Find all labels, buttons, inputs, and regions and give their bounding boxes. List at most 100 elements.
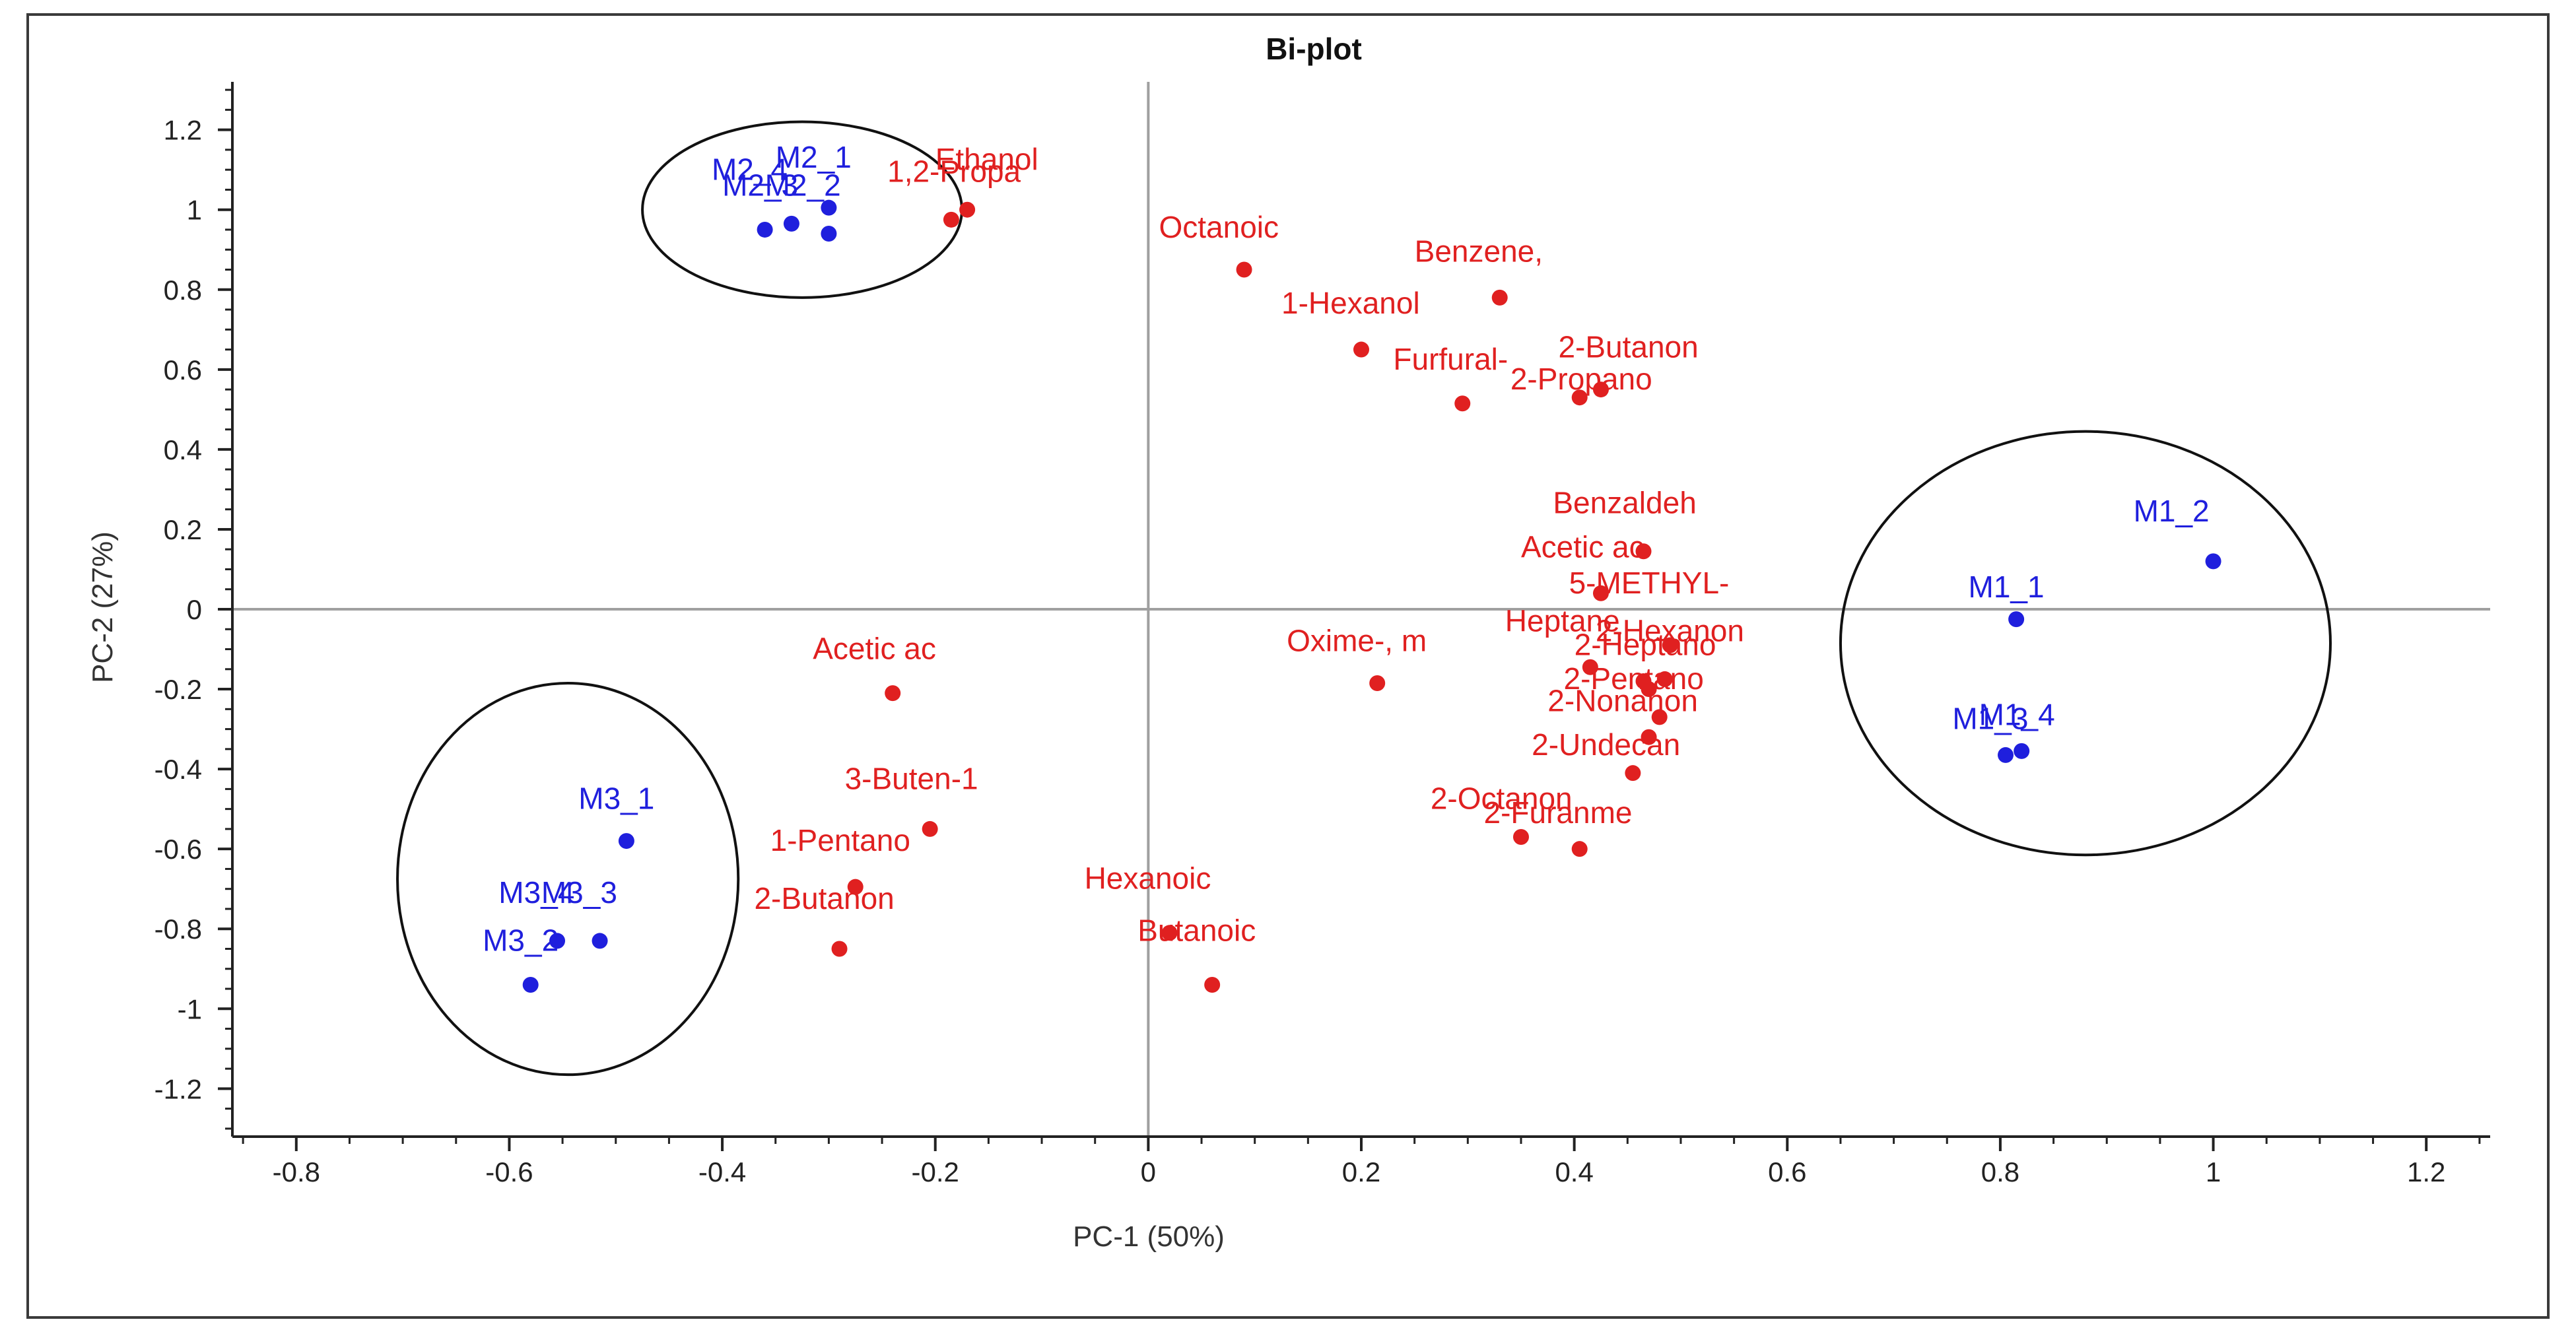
point-octanoic bbox=[1236, 261, 1252, 278]
y-tick-label: 1.2 bbox=[164, 115, 202, 146]
points-group bbox=[522, 199, 2221, 993]
x-tick-label: 0.8 bbox=[1981, 1156, 2019, 1187]
label-oxime-m: Oxime-, m bbox=[1287, 624, 1427, 658]
point-2-furanme bbox=[1512, 829, 1529, 846]
label-1-2-propa: 1,2-Propa bbox=[887, 154, 1021, 188]
y-tick-label: -1 bbox=[178, 993, 202, 1024]
label-octanoic: Octanoic bbox=[1159, 210, 1279, 244]
label-2-hexanon: 2-Hexanon bbox=[1596, 613, 1744, 648]
y-tick-label: -0.8 bbox=[154, 914, 202, 945]
label-m1-2: M1_2 bbox=[2134, 494, 2210, 528]
x-axis-label: PC-1 (50%) bbox=[1073, 1220, 1225, 1253]
x-tick-label: 0.2 bbox=[1342, 1156, 1380, 1187]
point-benzaldeh bbox=[1635, 543, 1652, 560]
label-m2-2: M2_2 bbox=[765, 168, 841, 203]
point-5-methyl bbox=[1662, 637, 1678, 653]
y-tick-label: 1 bbox=[187, 195, 202, 226]
cluster-M3-ellipse bbox=[396, 681, 740, 1077]
label-ethanol: Ethanol bbox=[935, 142, 1038, 176]
chart-frame bbox=[26, 13, 2550, 1319]
point-m2-2 bbox=[821, 226, 837, 242]
label-hexanoic: Hexanoic bbox=[1085, 861, 1211, 896]
label-2-octanon: 2-Octanon bbox=[1431, 782, 1573, 816]
x-tick-label: 0.6 bbox=[1768, 1156, 1806, 1187]
point-m1-1 bbox=[2008, 611, 2025, 628]
point-2-propano bbox=[1571, 389, 1588, 406]
y-tick-label: 0.2 bbox=[164, 514, 202, 545]
y-axis-label: PC-2 (27%) bbox=[86, 531, 119, 683]
point-m3-4 bbox=[549, 933, 566, 949]
point-ethanol bbox=[959, 201, 976, 218]
point-acetic-ac bbox=[1592, 585, 1609, 601]
label-m3-2: M3_2 bbox=[483, 923, 559, 958]
label-2-heptano: 2-Heptano bbox=[1575, 628, 1716, 662]
label-2-butanon: 2-Butanon bbox=[1558, 330, 1698, 364]
y-tick-label: -0.4 bbox=[154, 754, 202, 785]
point-2-undecan bbox=[1641, 729, 1657, 745]
point-m3-1 bbox=[618, 833, 634, 849]
point-2-octanon bbox=[1625, 765, 1641, 782]
label-acetic-ac: Acetic ac bbox=[813, 632, 936, 666]
x-tick-label: -0.6 bbox=[485, 1156, 533, 1187]
cluster-M1-ellipse bbox=[1839, 430, 2332, 857]
point-heptane bbox=[1582, 659, 1598, 675]
point-m3-3 bbox=[592, 933, 608, 949]
y-tick-label: 0 bbox=[187, 594, 202, 625]
point-m2-1 bbox=[821, 199, 837, 216]
label-3-buten-1: 3-Buten-1 bbox=[845, 761, 978, 795]
y-tick-label: 0.6 bbox=[164, 354, 202, 385]
label-benzene: Benzene, bbox=[1415, 234, 1543, 268]
y-tick-label: 0.4 bbox=[164, 434, 202, 465]
label-m3-1: M3_1 bbox=[578, 782, 654, 816]
label-acetic-ac: Acetic ac bbox=[1521, 529, 1644, 564]
point-2-heptano bbox=[1656, 671, 1673, 687]
chart-title: Bi-plot bbox=[1266, 32, 1362, 66]
label-m2-4: M2_4 bbox=[712, 152, 788, 186]
label-m3-3: M3_3 bbox=[541, 875, 617, 910]
label-2-nonanon: 2-Nonanon bbox=[1547, 683, 1698, 717]
label-m2-1: M2_1 bbox=[776, 140, 852, 174]
y-tick-label: 0.8 bbox=[164, 275, 202, 306]
label-butanoic: Butanoic bbox=[1137, 913, 1256, 947]
point-1-2-propa bbox=[943, 211, 959, 228]
label-2-furanme: 2-Furanme bbox=[1484, 795, 1633, 830]
point-2-pentano bbox=[1641, 681, 1657, 698]
point-furfural bbox=[1454, 395, 1471, 412]
x-tick-label: -0.4 bbox=[698, 1156, 746, 1187]
point-1-pentano bbox=[847, 879, 864, 895]
label-m1-4: M1_4 bbox=[1979, 698, 2055, 732]
x-tick-label: 1.2 bbox=[2407, 1156, 2445, 1187]
point-1-hexanol bbox=[1353, 341, 1369, 358]
label-m2-3: M2_3 bbox=[722, 168, 798, 203]
y-tick-label: -1.2 bbox=[154, 1073, 202, 1104]
label-1-pentano: 1-Pentano bbox=[770, 823, 910, 857]
point-acetic-ac bbox=[885, 685, 901, 702]
point-m3-2 bbox=[522, 976, 539, 993]
point-hexanoic bbox=[1161, 925, 1178, 941]
label-benzaldeh: Benzaldeh bbox=[1553, 486, 1696, 520]
point-2-furanme bbox=[1571, 841, 1588, 857]
label-2-undecan: 2-Undecan bbox=[1532, 727, 1680, 762]
point-m1-2 bbox=[2205, 553, 2221, 570]
x-tick-label: -0.2 bbox=[912, 1156, 959, 1187]
label-furfural: Furfural- bbox=[1393, 342, 1508, 376]
y-tick-label: -0.2 bbox=[154, 674, 202, 705]
y-tick-label: -0.6 bbox=[154, 834, 202, 865]
point-m2-3 bbox=[757, 221, 773, 238]
point-benzene bbox=[1491, 289, 1508, 306]
label-m1-1: M1_1 bbox=[1969, 570, 2045, 604]
label-m3-4: M3_4 bbox=[498, 875, 574, 910]
x-tick-label: 1 bbox=[2206, 1156, 2221, 1187]
point-2-nonanon bbox=[1651, 709, 1668, 725]
x-tick-label: -0.8 bbox=[273, 1156, 320, 1187]
point-butanoic bbox=[1204, 976, 1221, 993]
label-heptane: Heptane bbox=[1505, 603, 1620, 638]
x-tick-label: 0 bbox=[1141, 1156, 1156, 1187]
label-1-hexanol: 1-Hexanol bbox=[1281, 286, 1420, 320]
label-2-butanon: 2-Butanon bbox=[754, 881, 894, 916]
axes-group: -0.8 -0.6 -0.4 -0.2 0 0.2 0.4 0.6 0.8 1 1.2 1.2 1 0.8… bbox=[154, 82, 2490, 1187]
point-m1-3 bbox=[1997, 747, 2014, 763]
point-oxime-m bbox=[1369, 675, 1386, 691]
